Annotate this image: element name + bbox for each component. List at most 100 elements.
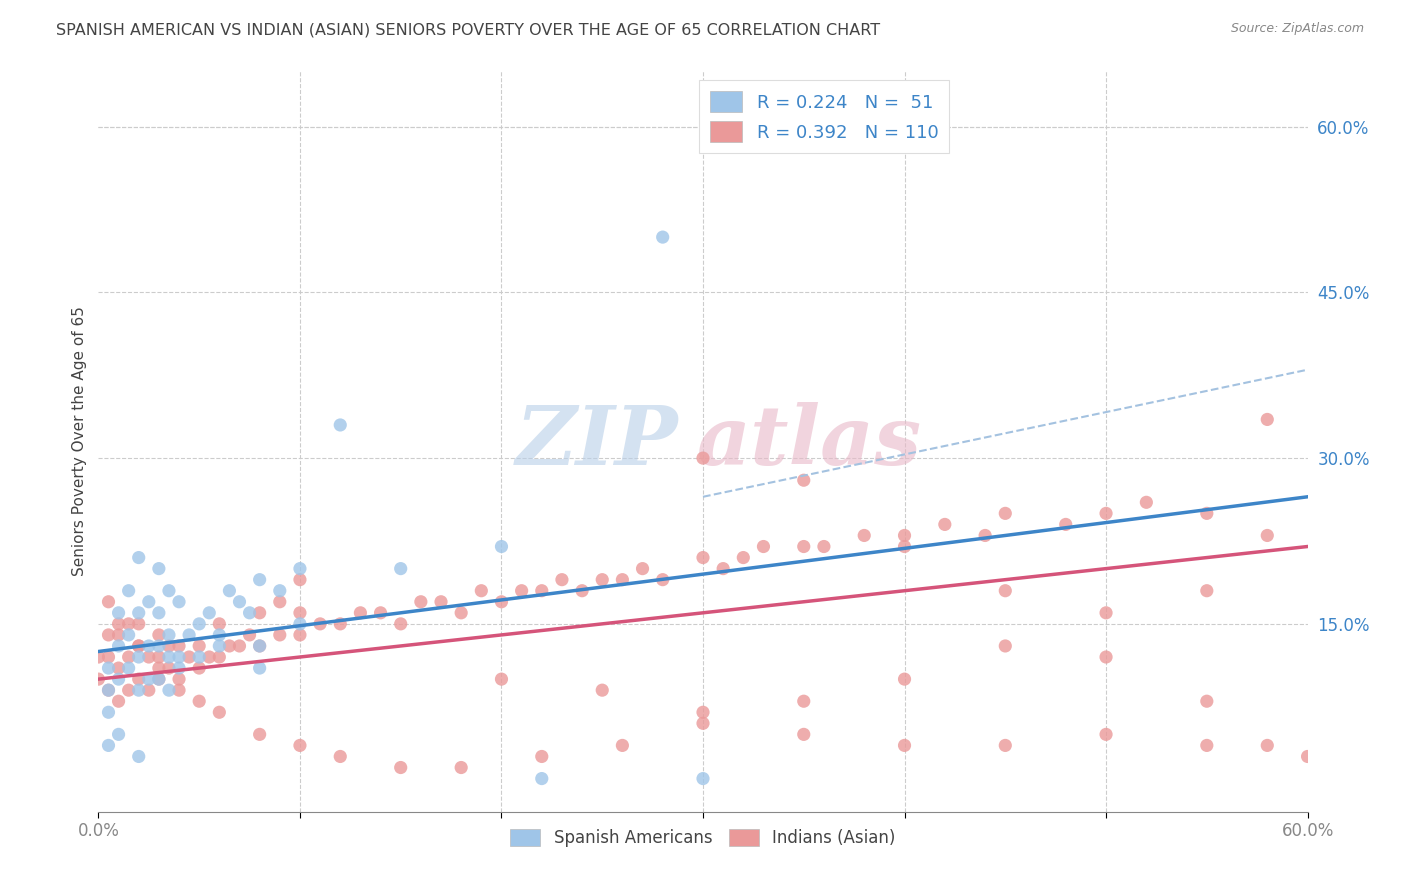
Point	[1195, 694, 1218, 708]
Point	[692, 550, 714, 565]
Point	[994, 507, 1017, 521]
Point	[97, 628, 120, 642]
Point	[128, 672, 150, 686]
Point	[651, 230, 673, 244]
Point	[288, 616, 311, 631]
Point	[87, 650, 110, 665]
Point	[571, 583, 593, 598]
Text: Source: ZipAtlas.com: Source: ZipAtlas.com	[1230, 22, 1364, 36]
Point	[198, 606, 221, 620]
Point	[148, 639, 170, 653]
Point	[167, 639, 190, 653]
Point	[239, 606, 262, 620]
Point	[208, 639, 231, 653]
Point	[631, 561, 654, 575]
Point	[118, 583, 141, 598]
Point	[389, 561, 412, 575]
Point	[288, 561, 311, 575]
Point	[288, 606, 311, 620]
Point	[389, 760, 412, 774]
Point	[1195, 739, 1218, 753]
Point	[1256, 739, 1278, 753]
Point	[138, 672, 160, 686]
Point	[138, 639, 160, 653]
Point	[1054, 517, 1077, 532]
Point	[450, 760, 472, 774]
Point	[118, 616, 141, 631]
Point	[692, 772, 714, 786]
Point	[107, 628, 129, 642]
Point	[97, 650, 120, 665]
Point	[198, 650, 221, 665]
Point	[249, 639, 271, 653]
Point	[97, 661, 120, 675]
Point	[167, 672, 190, 686]
Point	[269, 583, 291, 598]
Point	[249, 661, 271, 675]
Point	[188, 639, 211, 653]
Point	[157, 661, 180, 675]
Point	[118, 650, 141, 665]
Point	[551, 573, 574, 587]
Text: ZIP: ZIP	[516, 401, 679, 482]
Point	[651, 573, 673, 587]
Point	[148, 561, 170, 575]
Point	[179, 628, 201, 642]
Point	[813, 540, 835, 554]
Point	[409, 595, 432, 609]
Point	[1135, 495, 1157, 509]
Point	[530, 583, 553, 598]
Point	[974, 528, 997, 542]
Point	[188, 650, 211, 665]
Point	[591, 683, 613, 698]
Point	[733, 550, 755, 565]
Y-axis label: Seniors Poverty Over the Age of 65: Seniors Poverty Over the Age of 65	[72, 307, 87, 576]
Point	[1095, 606, 1118, 620]
Point	[1195, 583, 1218, 598]
Point	[752, 540, 775, 554]
Point	[893, 672, 915, 686]
Point	[1296, 749, 1319, 764]
Point	[218, 639, 240, 653]
Point	[491, 595, 513, 609]
Point	[793, 727, 815, 741]
Point	[491, 540, 513, 554]
Point	[107, 672, 129, 686]
Point	[188, 694, 211, 708]
Point	[138, 650, 160, 665]
Point	[148, 606, 170, 620]
Point	[269, 628, 291, 642]
Point	[128, 639, 150, 653]
Point	[97, 683, 120, 698]
Point	[157, 628, 180, 642]
Point	[591, 573, 613, 587]
Point	[239, 628, 262, 642]
Point	[893, 528, 915, 542]
Point	[188, 661, 211, 675]
Point	[249, 639, 271, 653]
Point	[288, 628, 311, 642]
Point	[349, 606, 371, 620]
Point	[138, 683, 160, 698]
Point	[118, 683, 141, 698]
Point	[167, 595, 190, 609]
Point	[208, 650, 231, 665]
Point	[612, 573, 634, 587]
Point	[107, 639, 129, 653]
Point	[167, 661, 190, 675]
Point	[994, 583, 1017, 598]
Point	[329, 417, 352, 432]
Point	[269, 595, 291, 609]
Point	[148, 628, 170, 642]
Point	[934, 517, 956, 532]
Point	[208, 706, 231, 720]
Point	[711, 561, 734, 575]
Point	[128, 683, 150, 698]
Point	[389, 616, 412, 631]
Point	[128, 550, 150, 565]
Point	[148, 672, 170, 686]
Point	[208, 628, 231, 642]
Point	[288, 739, 311, 753]
Point	[97, 683, 120, 698]
Point	[288, 573, 311, 587]
